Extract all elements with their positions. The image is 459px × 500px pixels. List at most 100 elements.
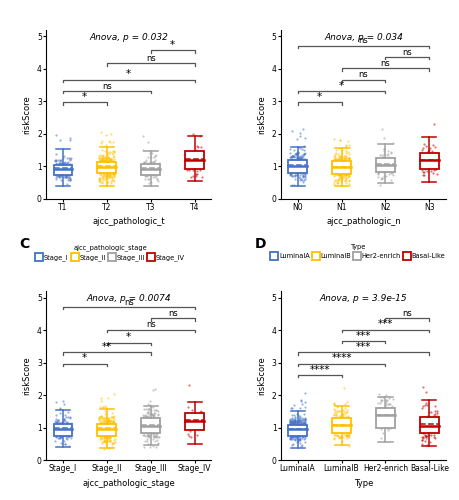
Point	[295, 422, 302, 430]
Point	[65, 168, 72, 176]
Point	[110, 155, 117, 163]
Point	[290, 430, 297, 438]
Point	[341, 161, 348, 169]
Point	[111, 170, 118, 177]
Point	[339, 154, 347, 162]
Point	[52, 432, 60, 440]
Point	[421, 142, 429, 150]
Point	[336, 155, 344, 163]
Point	[340, 156, 347, 164]
Point	[388, 404, 396, 412]
Point	[299, 426, 307, 434]
Point	[298, 156, 305, 164]
Point	[292, 420, 300, 428]
Point	[345, 167, 352, 175]
Point	[342, 427, 349, 435]
Point	[101, 160, 109, 168]
Point	[345, 416, 352, 424]
Point	[289, 166, 296, 173]
Point	[150, 426, 157, 434]
Point	[286, 419, 293, 427]
Point	[288, 428, 296, 436]
Point	[293, 150, 300, 158]
Point	[298, 432, 305, 440]
Point	[340, 426, 347, 434]
Point	[334, 168, 341, 175]
Point	[299, 172, 306, 180]
Point	[99, 160, 106, 168]
Point	[103, 423, 110, 431]
Point	[109, 166, 116, 173]
Point	[106, 436, 113, 444]
Point	[96, 426, 104, 434]
Point	[342, 171, 349, 179]
Point	[153, 436, 160, 444]
Point	[154, 426, 161, 434]
Point	[149, 422, 157, 430]
Point	[421, 432, 428, 440]
Point	[146, 443, 154, 451]
Point	[105, 161, 112, 169]
Point	[388, 171, 396, 179]
Y-axis label: riskScore: riskScore	[257, 95, 266, 134]
Point	[382, 420, 389, 428]
Point	[340, 404, 347, 411]
Point	[330, 156, 337, 164]
Point	[61, 411, 68, 419]
Point	[66, 432, 73, 440]
Point	[291, 424, 298, 432]
Point	[421, 432, 429, 440]
Point	[381, 405, 388, 413]
Point	[154, 167, 161, 175]
Point	[53, 162, 60, 170]
Point	[56, 163, 64, 171]
Point	[57, 159, 64, 167]
Point	[103, 150, 110, 158]
Point	[107, 164, 114, 172]
Point	[150, 429, 157, 437]
Point	[61, 164, 68, 172]
Point	[105, 168, 112, 176]
Point	[140, 418, 147, 426]
Point	[146, 402, 153, 409]
Point	[337, 428, 344, 436]
Point	[332, 146, 339, 154]
Point	[63, 161, 71, 169]
Point	[332, 417, 339, 425]
Point	[384, 168, 392, 175]
Point	[60, 416, 67, 424]
Point	[292, 438, 300, 446]
Point	[342, 434, 349, 442]
Point	[57, 164, 64, 172]
Point	[60, 425, 67, 433]
Point	[291, 429, 298, 437]
Point	[97, 424, 104, 432]
Point	[333, 166, 341, 174]
Point	[341, 176, 348, 184]
Point	[341, 152, 349, 160]
Point	[377, 398, 384, 406]
Point	[376, 396, 384, 404]
Point	[63, 420, 70, 428]
Point	[418, 434, 425, 442]
Point	[430, 424, 437, 432]
Point	[100, 163, 107, 171]
Point	[330, 168, 337, 176]
Point	[331, 418, 339, 426]
Point	[151, 154, 158, 162]
Point	[103, 169, 111, 177]
Point	[110, 390, 117, 398]
Point	[193, 168, 201, 175]
Point	[64, 174, 72, 182]
Point	[101, 434, 108, 442]
Point	[105, 162, 112, 170]
Point	[150, 430, 157, 438]
Point	[54, 164, 61, 172]
Point	[337, 166, 345, 174]
Point	[297, 416, 304, 424]
Point	[146, 418, 153, 426]
Point	[111, 438, 118, 446]
Point	[99, 438, 106, 446]
Point	[342, 398, 350, 406]
Point	[52, 418, 59, 426]
